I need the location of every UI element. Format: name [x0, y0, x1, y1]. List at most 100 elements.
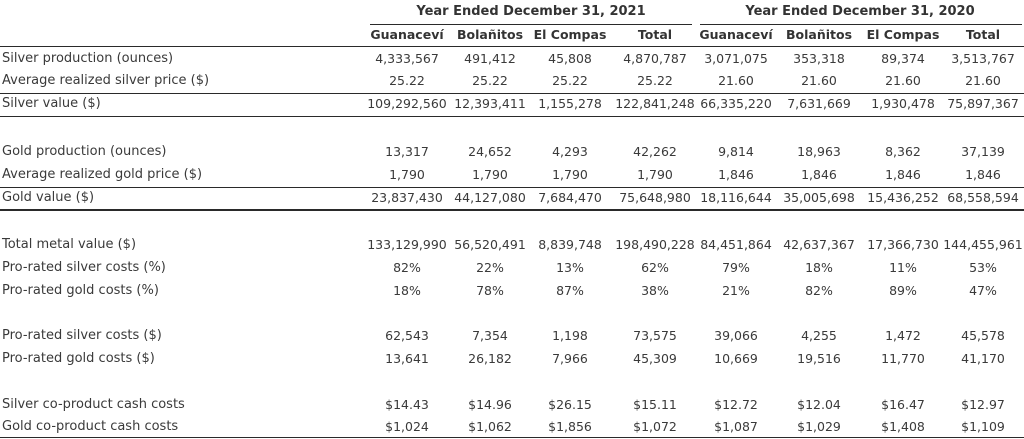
table-cell: 13,641 — [385, 351, 429, 366]
table-cell: 18% — [805, 260, 833, 275]
table-cell: 3,071,075 — [704, 51, 768, 66]
table-cell: 1,155,278 — [538, 96, 602, 111]
row-divider — [0, 187, 1024, 188]
table-cell: 25.22 — [389, 73, 425, 88]
table-cell: 62,543 — [385, 328, 429, 343]
table-cell: 21.60 — [885, 73, 921, 88]
row-label: Gold production (ounces) — [2, 144, 167, 159]
table-cell: 21% — [722, 283, 750, 298]
table-row: Average realized silver price ($) 25.22 25… — [0, 70, 1024, 92]
table-cell: 35,005,698 — [783, 190, 855, 205]
row-label: Gold co-product cash costs — [2, 419, 179, 434]
table-cell: 45,309 — [633, 351, 677, 366]
table-cell: 8,839,748 — [538, 237, 602, 252]
table-cell: $1,408 — [881, 419, 925, 434]
table-cell: 7,684,470 — [538, 190, 602, 205]
table-cell: 25.22 — [637, 73, 673, 88]
row-divider — [0, 437, 1024, 438]
table-cell: $26.15 — [548, 397, 592, 412]
table-row: Pro-rated silver costs (%) 82% 22% 13% 62% 79… — [0, 257, 1024, 279]
table-cell: 7,631,669 — [787, 96, 851, 111]
table-cell: $12.97 — [961, 397, 1005, 412]
table-cell: 47% — [969, 283, 997, 298]
table-row: Pro-rated gold costs ($) 13,641 26,182 7,96… — [0, 348, 1024, 370]
table-cell: 17,366,730 — [867, 237, 939, 252]
table-cell: 75,648,980 — [619, 190, 691, 205]
table-cell: 89,374 — [881, 51, 925, 66]
table-cell: 144,455,961 — [943, 237, 1023, 252]
row-label: Silver co-product cash costs — [2, 397, 185, 412]
table-cell: 26,182 — [468, 351, 512, 366]
column-header: Total — [965, 27, 1001, 42]
table-cell: 73,575 — [633, 328, 677, 343]
table-cell: 18% — [393, 283, 421, 298]
table-cell: 24,652 — [468, 144, 512, 159]
table-cell: $1,024 — [385, 419, 429, 434]
table-cell: 37,139 — [961, 144, 1005, 159]
table-cell: 45,578 — [961, 328, 1005, 343]
table-cell: 4,870,787 — [623, 51, 687, 66]
table-cell: 23,837,430 — [371, 190, 443, 205]
row-divider — [0, 209, 1024, 211]
table-cell: 4,293 — [552, 144, 588, 159]
column-header: Bolañitos — [456, 27, 524, 42]
row-label: Average realized gold price ($) — [2, 167, 203, 182]
table-cell: 1,790 — [389, 167, 425, 182]
header-group-2021-underline — [370, 24, 692, 25]
column-header: El Compas — [533, 27, 607, 42]
table-cell: 1,472 — [885, 328, 921, 343]
table-row: Gold production (ounces) 13,317 24,652 4,29… — [0, 141, 1024, 163]
row-divider — [0, 93, 1024, 94]
table-cell: 15,436,252 — [867, 190, 939, 205]
table-cell: 122,841,248 — [615, 96, 695, 111]
table-cell: 198,490,228 — [615, 237, 695, 252]
row-label: Pro-rated gold costs ($) — [2, 351, 155, 366]
column-header: Guanaceví — [699, 27, 773, 42]
table-cell: 1,846 — [885, 167, 921, 182]
table-cell: 1,198 — [552, 328, 588, 343]
header-group-2020-underline — [700, 24, 1022, 25]
table-cell: 1,930,478 — [871, 96, 935, 111]
table-cell: 7,354 — [472, 328, 508, 343]
table-cell: 66,335,220 — [700, 96, 772, 111]
header-group-2021: Year Ended December 31, 2021 — [416, 4, 646, 19]
table-cell: 82% — [393, 260, 421, 275]
table-cell: 53% — [969, 260, 997, 275]
table-cell: 89% — [889, 283, 917, 298]
table-cell: 13% — [556, 260, 584, 275]
table-cell: 44,127,080 — [454, 190, 526, 205]
table-cell: 19,516 — [797, 351, 841, 366]
table-cell: 21.60 — [718, 73, 754, 88]
row-label: Pro-rated silver costs (%) — [2, 260, 166, 275]
column-header: Total — [637, 27, 673, 42]
table-cell: 10,669 — [714, 351, 758, 366]
table-cell: $1,062 — [468, 419, 512, 434]
table-cell: $12.72 — [714, 397, 758, 412]
row-label: Gold value ($) — [2, 190, 95, 205]
table-cell: $1,856 — [548, 419, 592, 434]
row-label: Pro-rated silver costs ($) — [2, 328, 162, 343]
table-row: Average realized gold price ($) 1,790 1,79… — [0, 164, 1024, 186]
table-cell: 11,770 — [881, 351, 925, 366]
row-label: Pro-rated gold costs (%) — [2, 283, 159, 298]
table-cell: $1,109 — [961, 419, 1005, 434]
table-cell: 1,790 — [637, 167, 673, 182]
table-cell: 79% — [722, 260, 750, 275]
table-row: Total metal value ($) 133,129,990 56,520,4… — [0, 234, 1024, 256]
table-cell: $1,072 — [633, 419, 677, 434]
table-cell: 4,333,567 — [375, 51, 439, 66]
row-label: Average realized silver price ($) — [2, 73, 210, 88]
table-row: Silver value ($) 109,292,560 12,393,411 1,1… — [0, 93, 1024, 115]
table-cell: 7,966 — [552, 351, 588, 366]
table-cell: 84,451,864 — [700, 237, 772, 252]
table-cell: 62% — [641, 260, 669, 275]
table-cell: 1,790 — [472, 167, 508, 182]
table-row: Pro-rated silver costs ($) 62,543 7,354 1,1… — [0, 325, 1024, 347]
table-row: Silver production (ounces) 4,333,567 491,4… — [0, 48, 1024, 70]
table-row: Gold co-product cash costs $1,024 $1,062 $1… — [0, 416, 1024, 438]
table-row: Gold value ($) 23,837,430 44,127,080 7,684,… — [0, 187, 1024, 209]
table-cell: 9,814 — [718, 144, 754, 159]
row-divider — [0, 116, 1024, 117]
row-label: Total metal value ($) — [2, 237, 137, 252]
table-cell: $14.96 — [468, 397, 512, 412]
